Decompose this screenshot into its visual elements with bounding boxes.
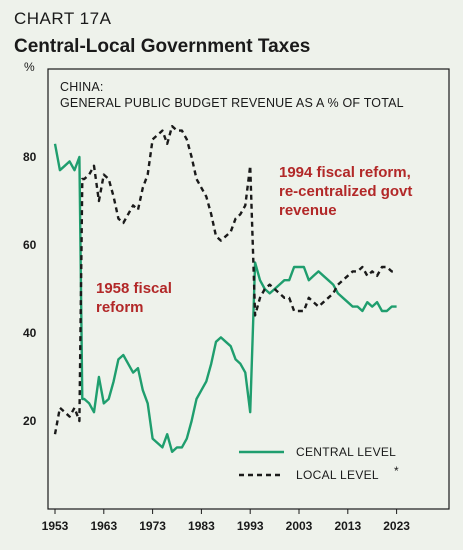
x-tick-label: 1983 <box>188 519 215 533</box>
x-tick-label: 1973 <box>139 519 166 533</box>
plot-frame <box>47 68 450 510</box>
x-tick-label: 2023 <box>383 519 410 533</box>
y-axis: 20 40 60 80 <box>23 150 37 428</box>
annotation-1994-line-3: revenue <box>279 202 337 219</box>
y-axis-unit: % <box>24 60 35 74</box>
annotation-1994-line-2: re-centralized govt <box>279 183 412 200</box>
chart-subtitle-line-2: GENERAL PUBLIC BUDGET REVENUE AS A % OF … <box>60 96 404 110</box>
annotation-1994-line-1: 1994 fiscal reform, <box>279 164 411 181</box>
chart-subtitle-line-1: CHINA: <box>60 80 104 94</box>
x-tick-label: 1993 <box>237 519 264 533</box>
annotation-1958-line-2: reform <box>96 299 144 316</box>
legend-local-asterisk: * <box>394 464 399 478</box>
x-tick-label: 2003 <box>286 519 313 533</box>
x-axis: 1953 1963 1973 1983 1993 2003 2013 2023 <box>42 509 410 533</box>
legend-local-label: LOCAL LEVEL <box>296 468 379 482</box>
x-tick-label: 1953 <box>42 519 69 533</box>
y-tick-label: 80 <box>23 150 37 164</box>
central-level-line <box>53 143 397 453</box>
y-tick-label: 60 <box>23 238 37 252</box>
chart-title: Central-Local Government Taxes <box>14 36 310 57</box>
legend: CENTRAL LEVEL LOCAL LEVEL * <box>239 445 399 482</box>
legend-central-label: CENTRAL LEVEL <box>296 445 396 459</box>
chart-id: CHART 17A <box>14 9 112 28</box>
y-tick-label: 20 <box>23 414 37 428</box>
annotation-1958-line-1: 1958 fiscal <box>96 280 172 297</box>
x-tick-label: 1963 <box>90 519 117 533</box>
local-level-line <box>53 125 397 435</box>
series-layer <box>53 125 397 453</box>
y-tick-label: 40 <box>23 326 37 340</box>
x-tick-label: 2013 <box>334 519 361 533</box>
